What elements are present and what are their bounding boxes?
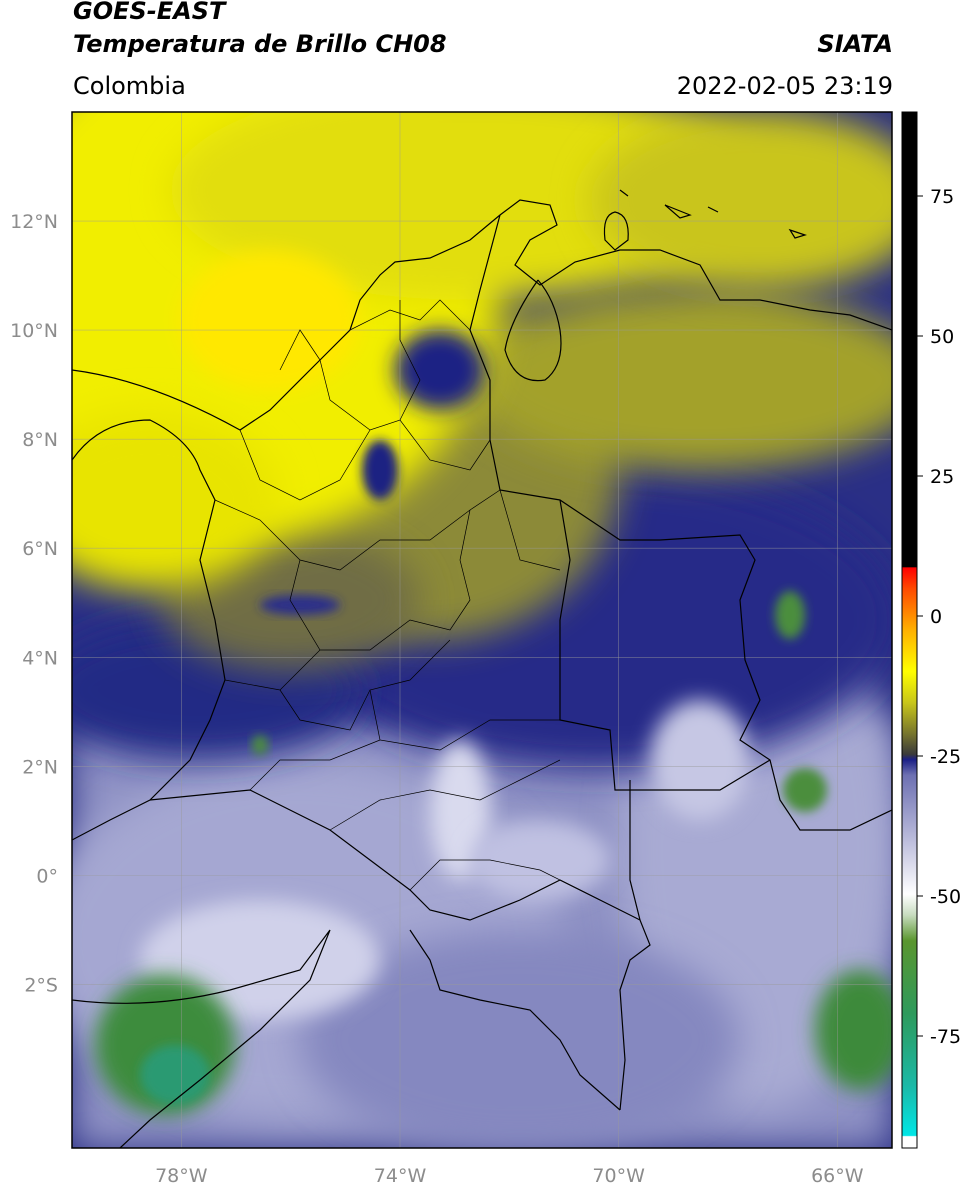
paraguana-coastline bbox=[603, 211, 629, 251]
department-borders bbox=[214, 299, 601, 901]
lat-tick-label: 12°N bbox=[10, 211, 58, 233]
colorbar-ticks: 75 50 25 0 -25 -50 -75 bbox=[917, 186, 961, 1048]
lon-tick-label: 66°W bbox=[811, 1165, 864, 1187]
lat-tick-label: 0° bbox=[36, 865, 58, 887]
colorbar-tick-label: 75 bbox=[930, 186, 954, 208]
colorbar-tick-label: 0 bbox=[930, 606, 942, 628]
lat-lon-grid bbox=[72, 112, 892, 1148]
caribbean-islands bbox=[619, 189, 807, 239]
colombia-border bbox=[469, 214, 892, 831]
lon-tick-label: 70°W bbox=[592, 1165, 645, 1187]
colorbar-gradient bbox=[902, 112, 917, 1148]
lat-tick-label: 2°S bbox=[24, 974, 58, 996]
amazon-border bbox=[409, 929, 621, 1111]
lat-tick-label: 6°N bbox=[22, 538, 58, 560]
colorbar-tick-label: 50 bbox=[930, 326, 954, 348]
colorbar-tick-label: -75 bbox=[930, 1026, 961, 1048]
pacific-coastline bbox=[72, 419, 226, 841]
timestamp-label: 2022-02-05 23:19 bbox=[676, 72, 893, 100]
caribbean-coastline bbox=[72, 199, 892, 431]
title-line-2: Temperatura de Brillo CH08 bbox=[73, 30, 447, 58]
lon-tick-label: 74°W bbox=[374, 1165, 427, 1187]
satellite-field bbox=[72, 112, 892, 1148]
lon-tick-label: 78°W bbox=[155, 1165, 208, 1187]
colorbar-tick-label: -25 bbox=[930, 746, 961, 768]
ecuador-peru-border bbox=[72, 929, 331, 1148]
map-frame bbox=[71, 111, 893, 1149]
lat-tick-label: 8°N bbox=[22, 429, 58, 451]
lat-tick-label: 2°N bbox=[22, 756, 58, 778]
latitude-labels: 12°N 10°N 8°N 6°N 4°N 2°N 0° 2°S bbox=[10, 211, 58, 996]
colorbar-tick-label: -50 bbox=[930, 886, 961, 908]
colombia-south-border bbox=[149, 789, 651, 1111]
colorbar-tick-label: 25 bbox=[930, 466, 954, 488]
lat-tick-label: 4°N bbox=[22, 647, 58, 669]
colorbar: 75 50 25 0 -25 -50 -75 bbox=[901, 111, 961, 1149]
country-borders bbox=[72, 189, 892, 1148]
region-subtitle: Colombia bbox=[73, 72, 186, 100]
brazil-border bbox=[629, 780, 641, 921]
title-line-1: GOES-EAST bbox=[73, 0, 226, 25]
longitude-labels: 78°W 74°W 70°W 66°W bbox=[155, 1165, 864, 1187]
brand-label: SIATA bbox=[817, 30, 893, 58]
venezuela-inner-border bbox=[559, 499, 771, 791]
colorbar-frame bbox=[901, 111, 918, 1149]
maracaibo-coastline bbox=[504, 279, 562, 382]
lat-tick-label: 10°N bbox=[10, 320, 58, 342]
